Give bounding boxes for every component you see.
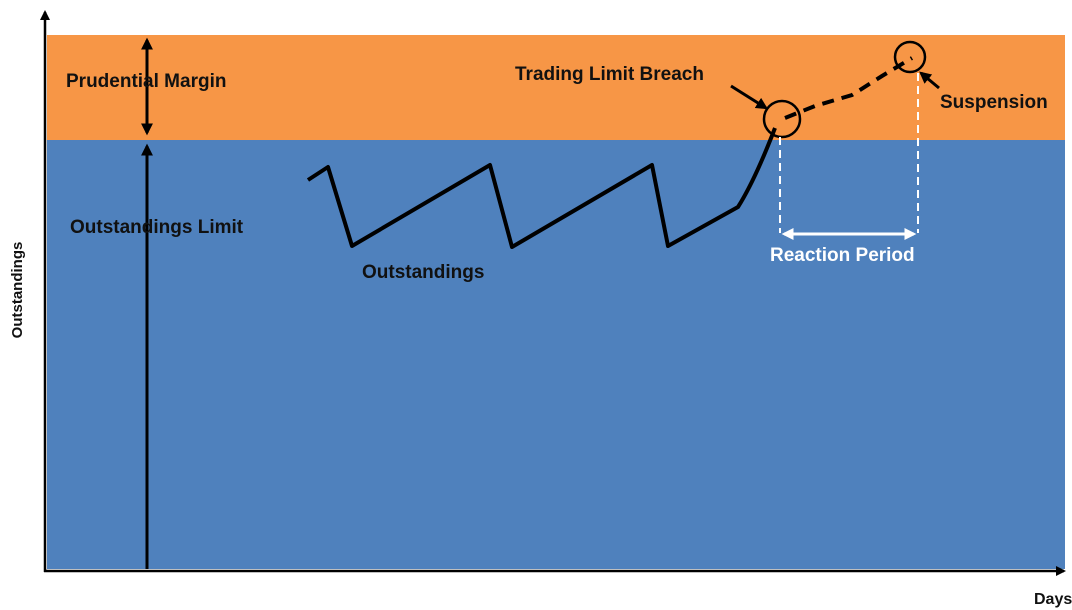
- limit-label: Outstandings Limit: [70, 217, 244, 238]
- suspension-label: Suspension: [940, 92, 1048, 113]
- suspension-pointer: [919, 71, 940, 90]
- breach-label: Trading Limit Breach: [515, 64, 704, 85]
- outstandings-label: Outstandings: [362, 262, 484, 283]
- breach-pointer: [730, 84, 769, 110]
- margin-label: Prudential Margin: [66, 71, 226, 92]
- suspension-circle: [893, 40, 927, 74]
- limit-band: [47, 140, 1065, 569]
- reaction-label: Reaction Period: [770, 245, 915, 266]
- breach-circle: [762, 99, 802, 139]
- y-axis-label: Outstandings: [9, 242, 26, 339]
- outstandings-line: [306, 127, 777, 249]
- x-axis-label: Days: [1034, 591, 1072, 608]
- projected-line: [784, 56, 914, 120]
